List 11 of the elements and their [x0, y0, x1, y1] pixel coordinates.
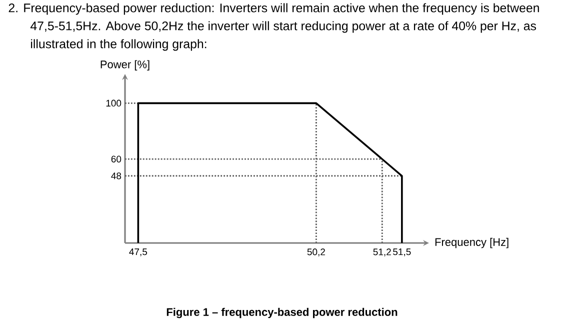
caption: Figure 1 – frequency-based power reduction — [166, 308, 398, 318]
y-tick-label: 60 — [111, 156, 122, 162]
x-tick-label: 51,2 — [373, 248, 391, 256]
x-tick-label: 47,5 — [129, 248, 148, 256]
chart-title: 2. Frequency-based power reduction: Inverters will remain active when the frequency is between 47,5-51,5Hz. Above 50,2Hz the inverter will start reducing power at a rate of 40% per Hz, as illustrated in the following graph: — [8, 3, 539, 51]
y-tick-label: 48 — [111, 172, 122, 180]
x-tick-label: 51,5 — [393, 248, 411, 256]
y-tick-label: 100 — [106, 100, 122, 107]
x-axis-title: Frequency [Hz] — [435, 238, 508, 248]
y-axis-title: Power [%] — [100, 60, 150, 70]
x-tick-label: 50,2 — [307, 248, 325, 256]
